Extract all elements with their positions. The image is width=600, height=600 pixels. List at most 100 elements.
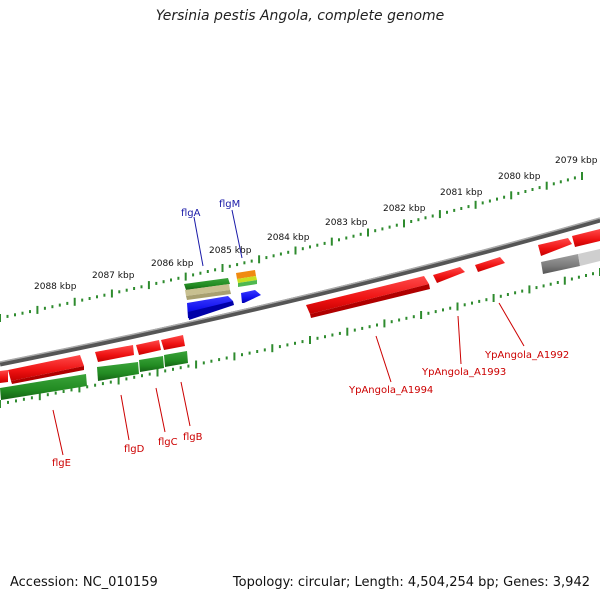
- forward-cds-blue-1[interactable]: [187, 296, 234, 320]
- minor-tick: [535, 286, 538, 290]
- major-tick: [73, 297, 76, 306]
- major-tick: [330, 237, 333, 246]
- major-tick: [309, 336, 311, 344]
- major-tick: [438, 210, 441, 219]
- minor-tick: [210, 359, 213, 363]
- minor-tick: [463, 303, 466, 307]
- minor-tick: [109, 380, 112, 384]
- reverse-cds-flgB[interactable]: [161, 335, 188, 367]
- minor-tick: [570, 277, 573, 281]
- major-tick: [78, 384, 81, 393]
- genome-backbone: [0, 217, 600, 367]
- minor-tick: [352, 234, 355, 238]
- minor-tick: [592, 272, 594, 276]
- reverse-cds-YpAngola_A1992[interactable]: [475, 257, 505, 272]
- minor-tick: [381, 227, 384, 231]
- minor-tick: [214, 268, 217, 272]
- minor-tick: [531, 188, 534, 191]
- major-tick: [110, 289, 113, 298]
- minor-tick: [398, 318, 401, 322]
- minor-tick: [133, 375, 136, 379]
- reverse-cds-YpAngola_A1993[interactable]: [433, 267, 465, 283]
- minor-tick: [309, 245, 311, 249]
- minor-tick: [449, 306, 452, 310]
- minor-tick: [236, 263, 239, 267]
- minor-tick: [524, 190, 527, 193]
- minor-tick: [410, 220, 413, 223]
- minor-tick: [15, 399, 17, 403]
- minor-tick: [103, 293, 106, 297]
- major-tick: [184, 272, 187, 281]
- gene-label-flgD: flgD: [124, 444, 145, 455]
- minor-tick: [30, 396, 33, 400]
- forward-cds-grey[interactable]: [541, 249, 600, 274]
- minor-tick: [427, 311, 430, 315]
- major-tick: [233, 352, 236, 361]
- gene-label-flgB: flgB: [183, 432, 203, 443]
- reverse-cds-right-1[interactable]: [538, 229, 600, 256]
- reverse-cds-flgC[interactable]: [136, 340, 164, 372]
- forward-feature-flgM[interactable]: [236, 270, 257, 287]
- scale-label-2083: 2083 kbp: [325, 218, 368, 228]
- forward-cds-blue-2[interactable]: [241, 290, 261, 303]
- minor-tick: [206, 270, 209, 273]
- minor-tick: [585, 274, 587, 277]
- major-tick: [36, 305, 39, 314]
- scale-label-2080: 2080 kbp: [498, 172, 541, 182]
- minor-tick: [323, 241, 326, 245]
- minor-tick: [481, 201, 484, 205]
- reverse-cds-flgD[interactable]: [95, 345, 139, 381]
- minor-tick: [133, 287, 136, 290]
- gene-label-YpAngola_A1994: YpAngola_A1994: [348, 385, 433, 396]
- minor-tick: [21, 311, 24, 315]
- minor-tick: [368, 325, 371, 329]
- minor-tick: [278, 345, 281, 349]
- reverse-cds-YpAngola_A1994[interactable]: [306, 276, 430, 318]
- minor-tick: [125, 288, 128, 292]
- minor-tick: [485, 298, 488, 302]
- minor-tick: [460, 207, 463, 210]
- minor-tick: [170, 278, 172, 282]
- major-tick: [420, 311, 423, 319]
- minor-tick: [405, 316, 408, 320]
- minor-tick: [496, 197, 498, 201]
- minor-tick: [488, 199, 491, 203]
- scale-label-2087: 2087 kbp: [92, 271, 135, 281]
- minor-tick: [453, 208, 456, 212]
- minor-tick: [101, 382, 104, 386]
- minor-tick: [556, 281, 559, 284]
- major-tick: [221, 264, 224, 272]
- minor-tick: [256, 350, 259, 353]
- reverse-cds-flgE[interactable]: [0, 355, 87, 400]
- callout-lines: [52, 209, 525, 456]
- minor-tick: [54, 391, 57, 395]
- minor-tick: [338, 331, 341, 335]
- minor-tick: [361, 326, 364, 330]
- minor-tick: [62, 390, 65, 393]
- major-tick: [147, 281, 150, 290]
- minor-tick: [248, 351, 251, 355]
- scale-label-2086: 2086 kbp: [151, 259, 194, 269]
- minor-tick: [66, 301, 69, 305]
- minor-tick: [559, 180, 562, 184]
- minor-tick: [417, 218, 420, 222]
- minor-tick: [338, 238, 340, 242]
- outer-scale-track: [0, 172, 583, 322]
- minor-tick: [86, 385, 89, 389]
- minor-tick: [162, 280, 165, 284]
- minor-tick: [51, 305, 54, 309]
- inner-scale-track: [0, 268, 600, 408]
- major-tick: [528, 285, 531, 294]
- minor-tick: [118, 290, 121, 294]
- map-title: Yersinia pestis Angola, complete genome: [155, 8, 445, 24]
- scale-label-2088: 2088 kbp: [34, 282, 77, 292]
- minor-tick: [70, 388, 73, 392]
- major-tick: [510, 191, 513, 200]
- gene-label-flgM: flgM: [219, 199, 240, 210]
- minor-tick: [395, 223, 398, 227]
- minor-tick: [301, 247, 304, 251]
- forward-feature-flgA[interactable]: [184, 278, 231, 300]
- minor-tick: [243, 261, 246, 265]
- major-tick: [195, 360, 198, 369]
